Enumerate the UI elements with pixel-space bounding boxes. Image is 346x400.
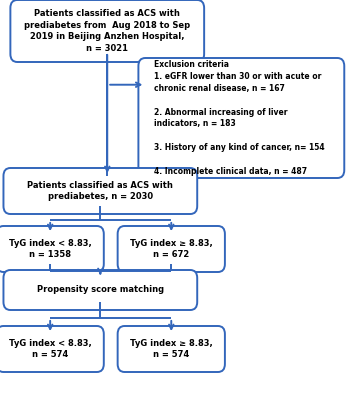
Text: TyG index ≥ 8.83,
n = 672: TyG index ≥ 8.83, n = 672	[130, 238, 213, 260]
FancyBboxPatch shape	[3, 270, 197, 310]
Text: TyG index ≥ 8.83,
n = 574: TyG index ≥ 8.83, n = 574	[130, 338, 213, 359]
Text: Propensity score matching: Propensity score matching	[37, 286, 164, 294]
Text: TyG index < 8.83,
n = 1358: TyG index < 8.83, n = 1358	[9, 238, 92, 260]
FancyBboxPatch shape	[0, 226, 104, 272]
Text: TyG index < 8.83,
n = 574: TyG index < 8.83, n = 574	[9, 338, 92, 359]
FancyBboxPatch shape	[138, 58, 344, 178]
FancyBboxPatch shape	[10, 0, 204, 62]
FancyBboxPatch shape	[118, 326, 225, 372]
Text: Patients classified as ACS with
prediabetes, n = 2030: Patients classified as ACS with prediabe…	[27, 181, 173, 202]
FancyBboxPatch shape	[118, 226, 225, 272]
Text: Patients classified as ACS with
prediabetes from  Aug 2018 to Sep
2019 in Beijin: Patients classified as ACS with prediabe…	[24, 9, 190, 53]
FancyBboxPatch shape	[3, 168, 197, 214]
FancyBboxPatch shape	[0, 326, 104, 372]
Text: Exclusion criteria
1. eGFR lower than 30 or with acute or
chronic renal disease,: Exclusion criteria 1. eGFR lower than 30…	[154, 60, 325, 176]
